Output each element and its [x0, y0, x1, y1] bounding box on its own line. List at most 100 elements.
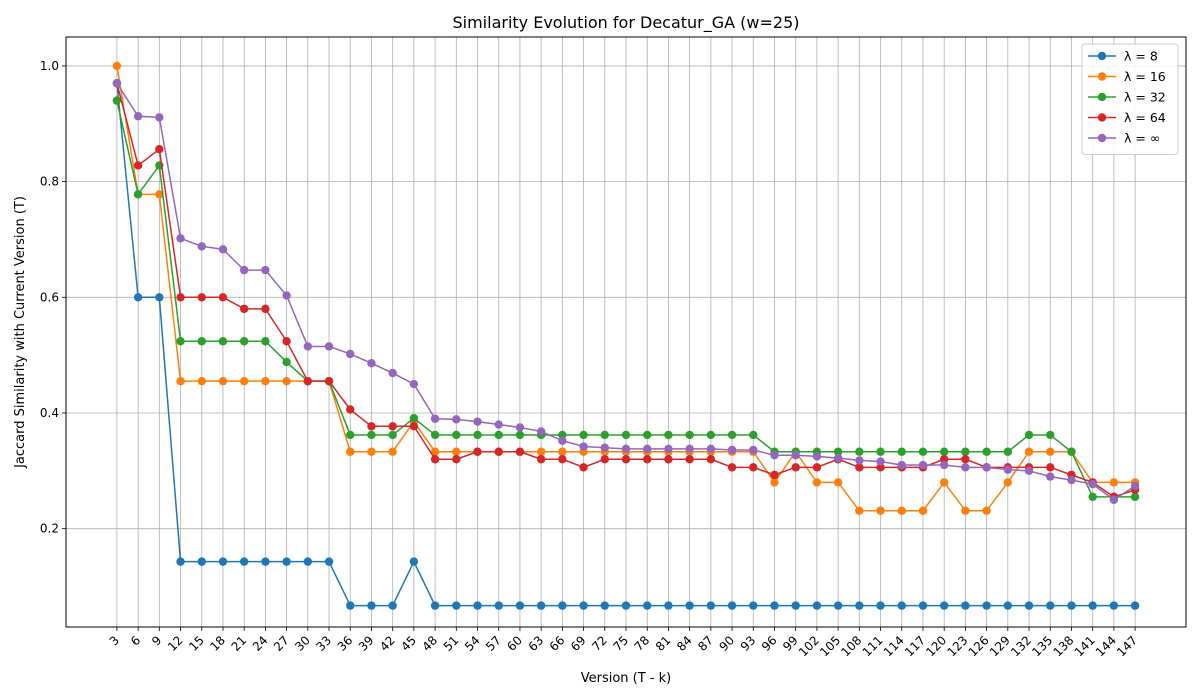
data-point [430, 414, 440, 423]
y-tick-label: 1.0 [40, 59, 59, 73]
data-point [197, 242, 206, 251]
data-point [876, 601, 885, 610]
data-point [643, 444, 652, 454]
data-point [346, 405, 355, 414]
y-axis-label: Jaccard Similarity with Current Version … [13, 196, 28, 469]
data-point [897, 460, 906, 470]
data-point [452, 430, 461, 440]
data-point [770, 478, 779, 487]
data-point [791, 601, 800, 610]
data-point [494, 601, 503, 610]
data-point [749, 601, 758, 610]
data-point [706, 444, 716, 454]
data-point [303, 376, 313, 386]
data-point [261, 337, 270, 346]
data-point [155, 113, 164, 122]
data-point [409, 422, 419, 431]
data-point [133, 112, 143, 121]
data-point [600, 601, 609, 610]
legend-marker [1097, 72, 1107, 81]
data-point [600, 455, 609, 464]
data-point [324, 557, 334, 566]
y-tick-label: 0.4 [40, 406, 59, 420]
data-point [812, 601, 822, 610]
data-point [452, 455, 461, 464]
data-point [536, 427, 546, 436]
data-point [770, 451, 779, 460]
data-point [1024, 430, 1034, 440]
y-tick-label: 0.6 [40, 290, 59, 304]
data-point [579, 463, 588, 472]
data-point [897, 447, 906, 456]
data-point [346, 601, 355, 610]
data-point [409, 379, 419, 389]
data-point [855, 447, 864, 456]
data-point [982, 601, 991, 610]
data-point [961, 506, 970, 515]
data-point [918, 447, 928, 456]
data-point [324, 342, 334, 351]
data-point [536, 447, 546, 456]
data-point [388, 601, 397, 610]
data-point [876, 463, 885, 472]
grid-lines [66, 37, 1186, 627]
data-point [918, 506, 928, 515]
data-point [876, 447, 885, 456]
data-point [282, 376, 291, 386]
legend-label: λ = 64 [1124, 110, 1166, 125]
data-point [961, 447, 970, 456]
data-point [494, 420, 503, 429]
data-point [515, 601, 525, 610]
data-point [536, 455, 546, 464]
data-point [621, 601, 631, 610]
data-point [473, 601, 482, 610]
data-point [664, 601, 673, 610]
data-point [218, 337, 228, 346]
data-point [982, 506, 991, 515]
data-point [600, 430, 609, 440]
data-point [494, 430, 503, 440]
data-point [1130, 481, 1140, 491]
y-tick-label: 0.2 [40, 522, 59, 536]
data-point [897, 601, 906, 610]
data-point [430, 430, 440, 440]
data-point [112, 61, 122, 71]
data-point [961, 455, 970, 464]
data-point [261, 265, 270, 275]
data-point [558, 455, 567, 464]
data-point [939, 478, 949, 487]
data-point [770, 601, 779, 610]
data-point [685, 455, 694, 464]
data-point [430, 447, 440, 456]
data-point [558, 601, 567, 610]
data-point [982, 447, 991, 456]
y-tick-label: 0.8 [40, 175, 59, 189]
data-point [197, 376, 206, 386]
data-point [749, 430, 758, 440]
data-point [1088, 479, 1097, 489]
data-point [218, 245, 228, 254]
data-point [727, 445, 737, 455]
legend-label: λ = 16 [1124, 69, 1166, 84]
data-point [282, 291, 291, 300]
data-point [388, 422, 397, 431]
data-point [282, 357, 291, 367]
data-point [706, 430, 716, 440]
data-point [176, 376, 185, 386]
data-point [579, 601, 588, 610]
data-point [833, 447, 843, 456]
data-point [621, 430, 631, 440]
chart-title: Similarity Evolution for Decatur_GA (w=2… [452, 13, 799, 33]
data-point [1024, 466, 1034, 476]
data-point [430, 601, 440, 610]
data-point [515, 447, 525, 456]
data-point [791, 451, 800, 460]
data-point [812, 463, 822, 472]
data-point [558, 447, 567, 456]
data-point [812, 452, 822, 461]
data-point [367, 422, 376, 431]
data-point [133, 161, 143, 170]
data-point [1046, 463, 1055, 472]
data-point [770, 470, 779, 480]
